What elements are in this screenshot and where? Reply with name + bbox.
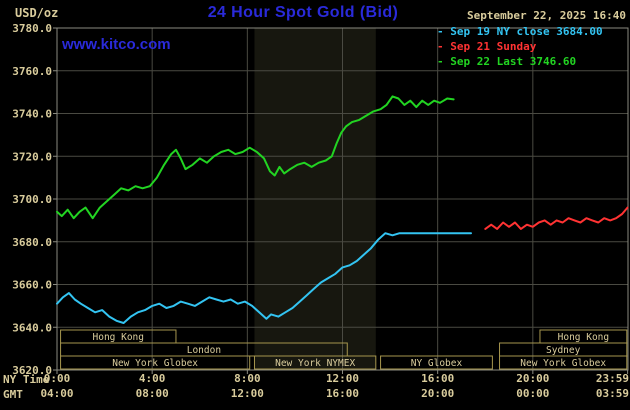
x-axis-gmt-tick-label: 04:00 xyxy=(40,387,73,400)
legend-label: Sep 19 NY close 3684.00 xyxy=(450,25,603,38)
y-axis-tick-label: 3620.0 xyxy=(12,364,52,377)
session-label-hong-kong: Hong Kong xyxy=(558,332,609,343)
y-axis-tick-label: 3760.0 xyxy=(12,65,52,78)
y-axis-tick-label: 3720.0 xyxy=(12,150,52,163)
session-label-sydney: Sydney xyxy=(546,345,581,356)
legend-label: Sep 22 Last 3746.60 xyxy=(450,55,577,68)
price-series-sep-19-ny-close xyxy=(56,232,472,324)
legend-item: - Sep 19 NY close 3684.00 xyxy=(437,25,603,40)
x-axis-gmt-tick-label: 12:00 xyxy=(231,387,264,400)
session-label-london: London xyxy=(187,345,221,356)
kitco-watermark-link[interactable]: www.kitco.com xyxy=(62,36,171,53)
legend-line-marker-icon: - xyxy=(437,40,451,53)
y-axis-tick-label: 3680.0 xyxy=(12,236,52,249)
legend: - Sep 19 NY close 3684.00- Sep 21 Sunday… xyxy=(437,25,603,70)
session-box-new-york-globex xyxy=(60,355,251,370)
x-axis-ny-tick-label: 23:59 xyxy=(596,372,629,385)
legend-item: - Sep 21 Sunday xyxy=(437,40,603,55)
gmt-axis-label: GMT xyxy=(3,388,23,401)
x-axis-gmt-tick-label: 00:00 xyxy=(516,387,549,400)
y-axis-tick-label: 3700.0 xyxy=(12,193,52,206)
x-axis-ny-tick-label: 16:00 xyxy=(421,372,454,385)
session-label-new-york-globex: New York Globex xyxy=(112,358,198,369)
session-label-hong-kong: Hong Kong xyxy=(93,332,144,343)
legend-line-marker-icon: - xyxy=(437,25,451,38)
price-series-sep-21-sunday xyxy=(484,206,629,230)
x-axis-ny-tick-label: 0:00 xyxy=(44,372,71,385)
x-axis-gmt-tick-label: 03:59 xyxy=(596,387,629,400)
price-series-sep-22-last xyxy=(56,95,455,220)
session-box-new-york-globex xyxy=(499,355,628,370)
session-label-ny-globex: NY Globex xyxy=(411,358,463,369)
x-axis-ny-tick-label: 12:00 xyxy=(326,372,359,385)
ny-time-axis-label: NY Time xyxy=(3,373,50,386)
x-axis-ny-tick-label: 8:00 xyxy=(234,372,261,385)
y-axis-tick-label: 3740.0 xyxy=(12,108,52,121)
datetime-label: September 22, 2025 16:40 xyxy=(467,9,626,22)
x-axis-ny-tick-label: 20:00 xyxy=(516,372,549,385)
x-axis-gmt-tick-label: 20:00 xyxy=(421,387,454,400)
y-axis-tick-label: 3640.0 xyxy=(12,321,52,334)
session-box-new-york-nymex xyxy=(253,355,377,370)
session-label-new-york-globex: New York Globex xyxy=(520,358,606,369)
legend-label: Sep 21 Sunday xyxy=(450,40,537,53)
x-axis-gmt-tick-label: 08:00 xyxy=(136,387,169,400)
session-label-new-york-nymex: New York NYMEX xyxy=(275,358,355,369)
y-axis-tick-label: 3660.0 xyxy=(12,279,52,292)
legend-line-marker-icon: - xyxy=(437,55,451,68)
units-label: USD/oz xyxy=(15,6,59,20)
chart-title: 24 Hour Spot Gold (Bid) xyxy=(207,4,399,21)
x-axis-gmt-tick-label: 16:00 xyxy=(326,387,359,400)
y-axis-tick-label: 3780.0 xyxy=(12,22,52,35)
x-axis-ny-tick-label: 4:00 xyxy=(139,372,166,385)
legend-item: - Sep 22 Last 3746.60 xyxy=(437,55,603,70)
session-box-ny-globex xyxy=(380,355,493,370)
